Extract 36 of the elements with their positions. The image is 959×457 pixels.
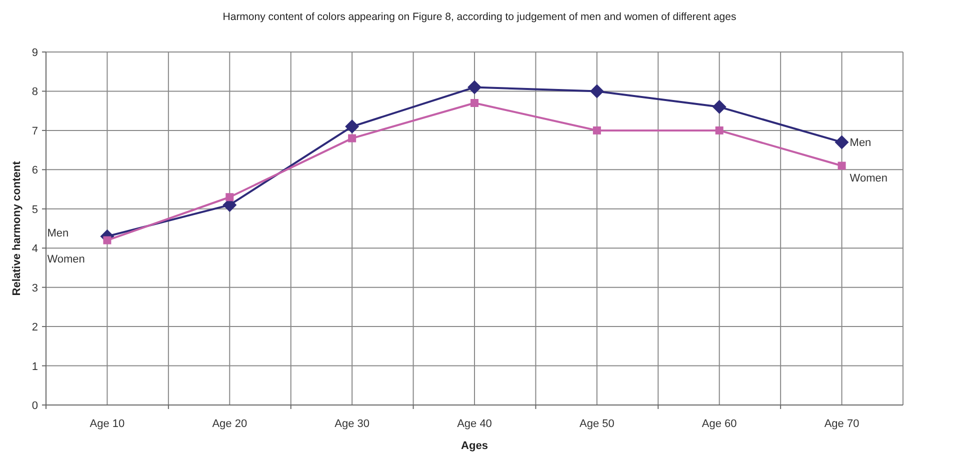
point [348,134,356,142]
y-tick-label: 6 [32,164,38,177]
x-tick-label: Age 70 [824,418,860,430]
point [470,98,478,107]
y-axis-title: Relative harmony content [11,160,23,296]
text: Women [47,253,85,266]
series-label: Men [850,137,872,150]
point [592,126,601,134]
y-tick-label: 4 [32,243,38,256]
chart-title: Harmony content of colors appearing on Figure 8, according to judgement of men and women of different ages [222,11,736,23]
point [468,80,482,94]
y-tick-label: 9 [32,47,38,59]
x-tick-label: Age 40 [457,418,492,430]
y-tick-label: 3 [32,282,38,294]
series-label: Women [850,172,888,185]
y-tick-label: 2 [32,322,38,334]
point [715,126,724,134]
point [590,84,604,98]
point [226,193,234,202]
point [345,120,360,134]
x-tick-label: Age 50 [579,418,614,430]
point [838,162,846,170]
x-axis-title: Ages [461,440,488,452]
y-tick-label: 0 [32,400,38,412]
point [103,236,112,244]
y-tick-label: 5 [32,204,38,216]
point [712,100,726,114]
x-tick-label: Age 10 [90,418,125,430]
x-tick-label: Age 20 [212,418,248,430]
y-tick-label: 1 [32,360,38,373]
text: Men [47,227,69,240]
y-tick-label: 8 [32,86,38,98]
y-tick-label: 7 [32,125,38,138]
x-tick-label: Age 30 [334,418,370,430]
x-tick-label: Age 60 [702,418,737,430]
point [834,135,849,150]
